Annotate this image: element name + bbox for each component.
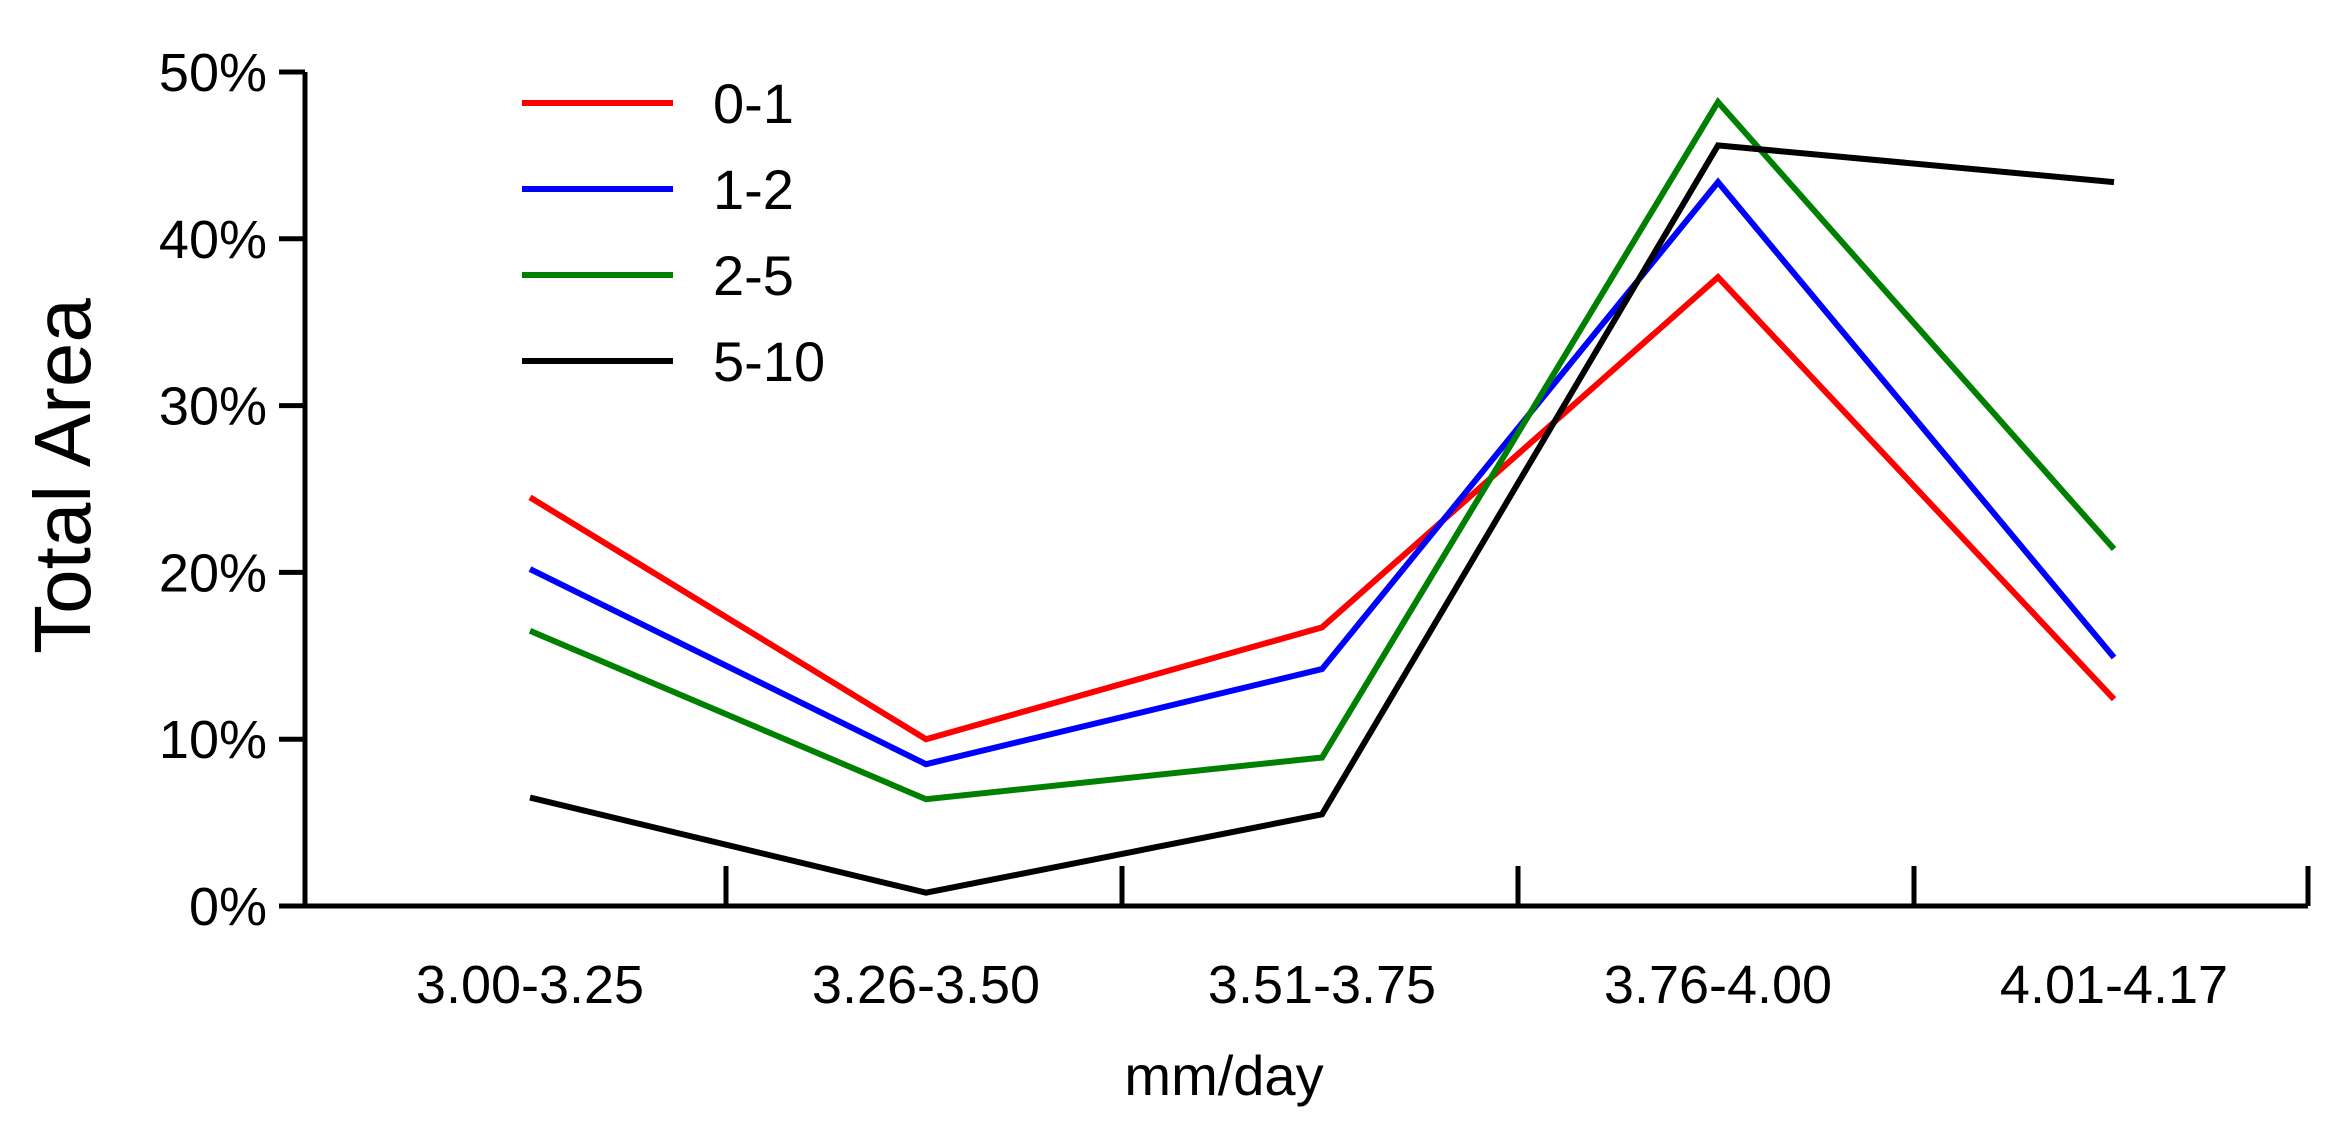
y-axis: 0% 10% 20% 30% 40% 50% <box>159 43 308 937</box>
x-tick-label: 3.26-3.50 <box>812 955 1040 1015</box>
y-tick-label: 50% <box>159 43 267 103</box>
series-line-2-5 <box>528 96 2117 803</box>
y-tick-label: 0% <box>189 877 267 937</box>
y-tick-label: 30% <box>159 377 267 437</box>
y-tick-label: 10% <box>159 710 267 770</box>
legend: 0-1 1-2 2-5 5-10 <box>522 72 825 393</box>
series-line-1-2 <box>528 177 2117 768</box>
x-tick-label: 4.01-4.17 <box>2000 955 2228 1015</box>
x-tick-label: 3.51-3.75 <box>1208 955 1436 1015</box>
legend-label: 0-1 <box>713 72 794 135</box>
y-axis-title: Total Area <box>18 298 107 654</box>
x-axis-title: mm/day <box>1124 1044 1323 1107</box>
legend-label: 5-10 <box>713 330 825 393</box>
x-tick-label: 3.76-4.00 <box>1604 955 1832 1015</box>
legend-label: 1-2 <box>713 158 794 221</box>
legend-label: 2-5 <box>713 244 794 307</box>
x-tick-label: 3.00-3.25 <box>416 955 644 1015</box>
y-tick-label: 40% <box>159 210 267 270</box>
series-line-5-10 <box>529 142 2115 896</box>
x-axis: 3.00-3.25 3.26-3.50 3.51-3.75 3.76-4.00 4.01… <box>305 866 2311 1015</box>
series-lines <box>528 96 2117 896</box>
y-tick-label: 20% <box>159 543 267 603</box>
series-line-0-1 <box>528 273 2117 743</box>
